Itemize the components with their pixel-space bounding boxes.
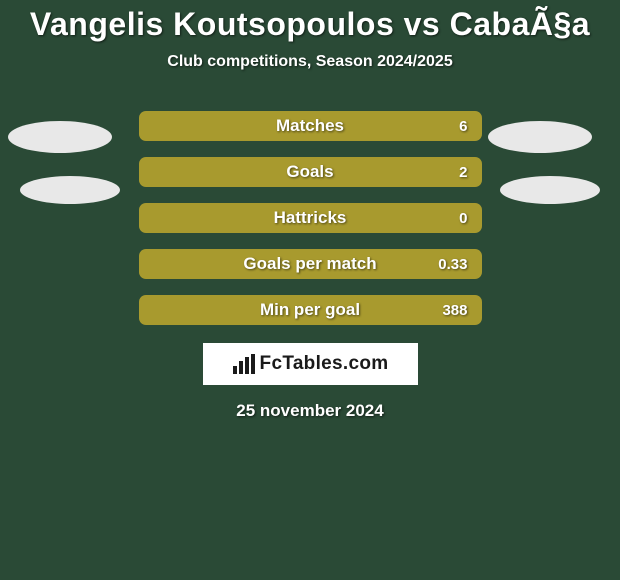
brand-badge[interactable]: FcTables.com bbox=[203, 343, 418, 385]
brand-text: FcTables.com bbox=[260, 353, 389, 375]
date-label: 25 november 2024 bbox=[0, 401, 620, 421]
comparison-card: Vangelis Koutsopoulos vs CabaÃ§a Club co… bbox=[0, 0, 620, 580]
stat-value: 388 bbox=[442, 302, 467, 319]
stat-label: Goals bbox=[286, 162, 333, 182]
stat-label: Hattricks bbox=[274, 208, 347, 228]
stat-label: Min per goal bbox=[260, 300, 360, 320]
subtitle: Club competitions, Season 2024/2025 bbox=[0, 53, 620, 71]
stat-value: 6 bbox=[459, 118, 467, 135]
stat-row: Goals per match 0.33 bbox=[139, 249, 482, 279]
stat-label: Goals per match bbox=[243, 254, 376, 274]
stat-label: Matches bbox=[276, 116, 344, 136]
stat-value: 2 bbox=[459, 164, 467, 181]
decorative-ellipse bbox=[20, 176, 120, 204]
stat-row: Goals 2 bbox=[139, 157, 482, 187]
stat-value: 0 bbox=[459, 210, 467, 227]
stat-row: Hattricks 0 bbox=[139, 203, 482, 233]
decorative-ellipse bbox=[488, 121, 592, 153]
stat-row: Matches 6 bbox=[139, 111, 482, 141]
decorative-ellipse bbox=[8, 121, 112, 153]
decorative-ellipse bbox=[500, 176, 600, 204]
page-title: Vangelis Koutsopoulos vs CabaÃ§a bbox=[0, 0, 620, 43]
stat-value: 0.33 bbox=[438, 256, 467, 273]
stat-row: Min per goal 388 bbox=[139, 295, 482, 325]
bar-chart-icon bbox=[232, 354, 256, 374]
